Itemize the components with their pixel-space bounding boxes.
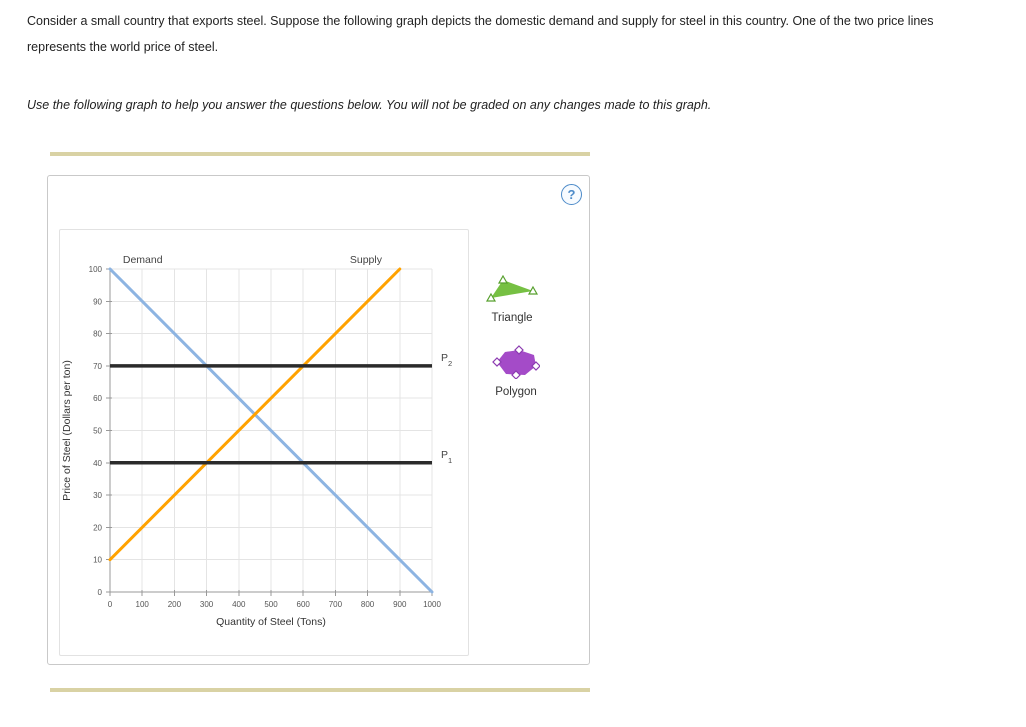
polygon-tool-icon [492, 345, 540, 379]
tool-triangle[interactable]: Triangle [482, 275, 542, 324]
x-tick-label: 1000 [423, 600, 441, 609]
y-axis-title: Price of Steel (Dollars per ton) [61, 360, 73, 501]
graph-panel: ? 0 100 200 300 400 500 600 700 800 900 1000 0 10 20 3… [47, 175, 590, 665]
triangle-handle-icon [527, 285, 539, 295]
x-axis-title: Quantity of Steel (Tons) [216, 616, 326, 628]
question-mark-icon: ? [567, 187, 576, 202]
x-tick-label: 500 [264, 600, 278, 609]
question-paragraph: Consider a small country that exports st… [27, 14, 934, 54]
tick-marks-and-labels: 0 100 200 300 400 500 600 700 800 900 1000 0 10 20 30 4… [89, 265, 442, 609]
polygon-tool-label: Polygon [495, 386, 537, 398]
bottom-divider [50, 688, 590, 692]
y-tick-label: 10 [93, 556, 102, 565]
axis-titles: Quantity of Steel (Tons) Price of Steel (… [61, 360, 326, 628]
supply-demand-chart: 0 100 200 300 400 500 600 700 800 900 1000 0 10 20 30 4… [61, 254, 452, 628]
y-tick-label: 80 [93, 330, 102, 339]
x-tick-label: 600 [297, 600, 311, 609]
triangle-handle-icon [485, 292, 497, 302]
y-tick-label: 0 [98, 588, 103, 597]
triangle-handle-icon [497, 275, 509, 284]
price-line-p1-label: P1 [441, 449, 452, 465]
polygon-handle-icon [531, 361, 540, 371]
help-button[interactable]: ? [561, 184, 582, 205]
triangle-tool-label: Triangle [491, 312, 533, 324]
graph-card: 0 100 200 300 400 500 600 700 800 900 1000 0 10 20 30 4… [59, 229, 469, 656]
polygon-handle-icon [514, 345, 524, 355]
supply-line[interactable] [108, 267, 402, 562]
x-tick-label: 300 [200, 600, 214, 609]
y-tick-label: 100 [89, 265, 103, 274]
x-tick-label: 100 [136, 600, 150, 609]
y-tick-label: 50 [93, 427, 102, 436]
tool-polygon[interactable]: Polygon [486, 345, 546, 398]
price-line-p2-label: P2 [441, 352, 452, 368]
instruction-text: Use the following graph to help you answ… [27, 98, 712, 112]
y-tick-label: 60 [93, 394, 102, 403]
y-tick-label: 90 [93, 297, 102, 306]
x-tick-label: 0 [108, 600, 113, 609]
x-tick-label: 400 [232, 600, 246, 609]
top-divider [50, 152, 590, 156]
demand-line-label: Demand [123, 254, 163, 266]
x-tick-label: 200 [168, 600, 182, 609]
polygon-shape [497, 350, 536, 375]
curve-labels: Demand Supply P2 P1 [123, 254, 452, 465]
y-tick-label: 20 [93, 523, 102, 532]
x-tick-label: 700 [329, 600, 343, 609]
polygon-handle-icon [511, 370, 521, 379]
demand-line[interactable] [108, 267, 434, 594]
triangle-shape [491, 280, 533, 298]
triangle-tool-icon [485, 275, 539, 302]
x-tick-label: 800 [361, 600, 375, 609]
y-tick-label: 40 [93, 459, 102, 468]
supply-line-label: Supply [350, 254, 383, 266]
polygon-handle-icon [492, 357, 502, 367]
curves [108, 267, 434, 594]
y-tick-label: 30 [93, 491, 102, 500]
x-tick-label: 900 [393, 600, 407, 609]
y-tick-label: 70 [93, 362, 102, 371]
